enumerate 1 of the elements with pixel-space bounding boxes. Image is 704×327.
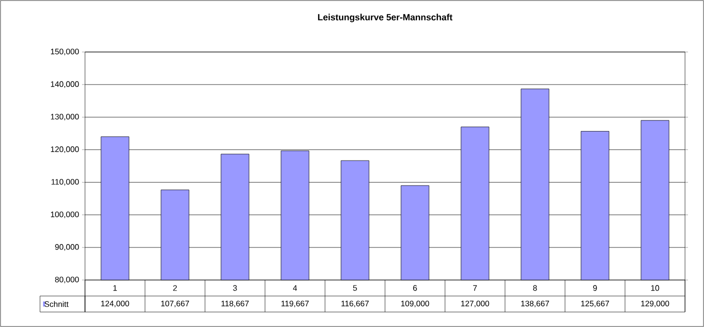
chart-title: Leistungskurve 5er-Mannschaft: [318, 14, 452, 22]
